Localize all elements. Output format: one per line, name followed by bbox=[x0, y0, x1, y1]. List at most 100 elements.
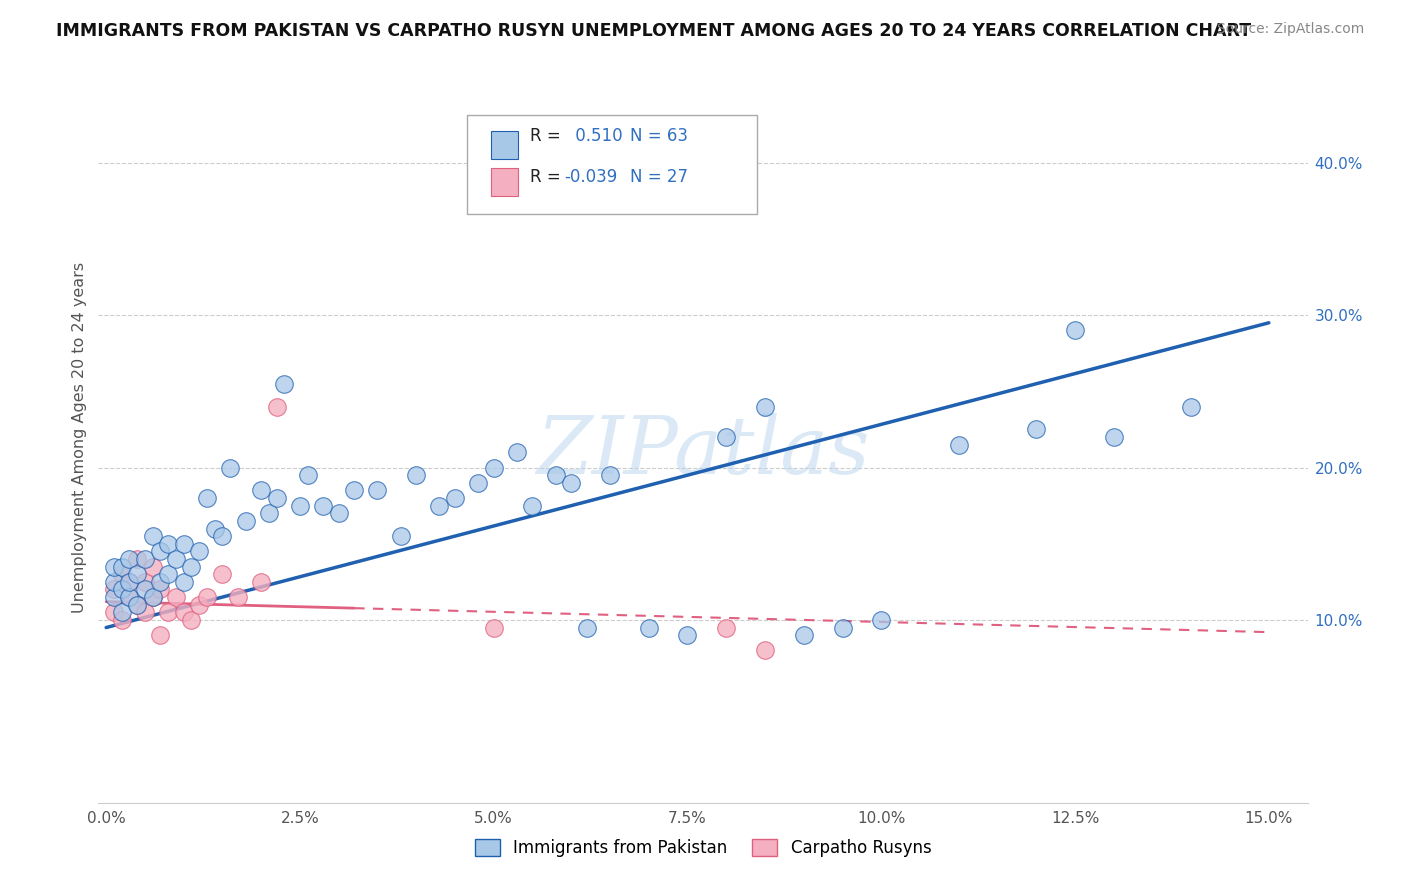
Point bbox=[118, 590, 141, 604]
Y-axis label: Unemployment Among Ages 20 to 24 years: Unemployment Among Ages 20 to 24 years bbox=[72, 261, 87, 613]
Point bbox=[142, 590, 165, 604]
Text: R =: R = bbox=[530, 169, 561, 186]
Point bbox=[343, 483, 366, 498]
Point bbox=[149, 544, 172, 558]
Point bbox=[103, 559, 125, 574]
Point bbox=[142, 559, 165, 574]
Point bbox=[250, 483, 273, 498]
Point bbox=[142, 529, 165, 543]
Point bbox=[506, 445, 529, 459]
Point bbox=[165, 590, 187, 604]
Point bbox=[405, 468, 427, 483]
Point bbox=[288, 499, 311, 513]
Text: ZIPatlas: ZIPatlas bbox=[536, 413, 870, 491]
Point bbox=[544, 468, 567, 483]
Point bbox=[111, 613, 134, 627]
Point bbox=[444, 491, 467, 505]
Point bbox=[522, 499, 544, 513]
Point bbox=[157, 567, 180, 582]
Point bbox=[134, 582, 156, 597]
Point bbox=[1102, 430, 1125, 444]
Point bbox=[127, 598, 149, 612]
Point bbox=[188, 544, 211, 558]
Text: -0.039: -0.039 bbox=[564, 169, 617, 186]
Point bbox=[297, 468, 319, 483]
Point bbox=[111, 559, 134, 574]
Point bbox=[599, 468, 621, 483]
Point bbox=[266, 491, 288, 505]
Point bbox=[754, 400, 776, 414]
Point bbox=[870, 613, 893, 627]
Point bbox=[103, 590, 125, 604]
Point bbox=[118, 574, 141, 589]
Point bbox=[180, 613, 202, 627]
Point bbox=[1180, 400, 1202, 414]
Text: Source: ZipAtlas.com: Source: ZipAtlas.com bbox=[1216, 22, 1364, 37]
Text: N = 27: N = 27 bbox=[630, 169, 689, 186]
Point bbox=[1064, 323, 1087, 337]
Text: R =: R = bbox=[530, 127, 561, 145]
Point bbox=[328, 506, 350, 520]
Text: N = 63: N = 63 bbox=[630, 127, 689, 145]
Point bbox=[948, 438, 970, 452]
Point bbox=[157, 605, 180, 619]
Point bbox=[754, 643, 776, 657]
Point bbox=[127, 598, 149, 612]
Point bbox=[219, 460, 242, 475]
Point bbox=[266, 400, 288, 414]
Point bbox=[637, 621, 659, 635]
Legend: Immigrants from Pakistan, Carpatho Rusyns: Immigrants from Pakistan, Carpatho Rusyn… bbox=[468, 832, 938, 864]
FancyBboxPatch shape bbox=[492, 168, 517, 195]
Point bbox=[793, 628, 815, 642]
Point bbox=[103, 605, 125, 619]
Point bbox=[195, 491, 218, 505]
Point bbox=[149, 574, 172, 589]
Point bbox=[103, 574, 125, 589]
Point bbox=[127, 567, 149, 582]
Point bbox=[142, 590, 165, 604]
Point bbox=[482, 460, 505, 475]
Point bbox=[560, 475, 582, 490]
Point bbox=[111, 582, 134, 597]
Point bbox=[103, 582, 125, 597]
Point bbox=[118, 574, 141, 589]
Point bbox=[195, 590, 218, 604]
Point bbox=[366, 483, 388, 498]
Point bbox=[149, 628, 172, 642]
Point bbox=[575, 621, 598, 635]
Point bbox=[134, 605, 156, 619]
Point bbox=[157, 537, 180, 551]
Point bbox=[716, 430, 738, 444]
Point bbox=[676, 628, 699, 642]
Point bbox=[111, 567, 134, 582]
Point bbox=[134, 552, 156, 566]
Point bbox=[173, 537, 195, 551]
Point bbox=[173, 605, 195, 619]
Point bbox=[226, 590, 249, 604]
Point bbox=[180, 559, 202, 574]
Point bbox=[235, 514, 257, 528]
Point bbox=[250, 574, 273, 589]
Point bbox=[134, 574, 156, 589]
Point bbox=[389, 529, 412, 543]
Point bbox=[429, 499, 451, 513]
Point bbox=[482, 621, 505, 635]
Point bbox=[173, 574, 195, 589]
Point bbox=[118, 590, 141, 604]
Point bbox=[149, 582, 172, 597]
Point bbox=[211, 567, 233, 582]
Point bbox=[127, 552, 149, 566]
Point bbox=[118, 552, 141, 566]
Point bbox=[188, 598, 211, 612]
FancyBboxPatch shape bbox=[492, 131, 517, 159]
Point bbox=[273, 376, 295, 391]
FancyBboxPatch shape bbox=[467, 115, 758, 214]
Point bbox=[257, 506, 280, 520]
Point bbox=[111, 605, 134, 619]
Point bbox=[1025, 422, 1047, 436]
Point bbox=[467, 475, 489, 490]
Point bbox=[831, 621, 853, 635]
Point bbox=[165, 552, 187, 566]
Text: IMMIGRANTS FROM PAKISTAN VS CARPATHO RUSYN UNEMPLOYMENT AMONG AGES 20 TO 24 YEAR: IMMIGRANTS FROM PAKISTAN VS CARPATHO RUS… bbox=[56, 22, 1251, 40]
Point bbox=[312, 499, 335, 513]
